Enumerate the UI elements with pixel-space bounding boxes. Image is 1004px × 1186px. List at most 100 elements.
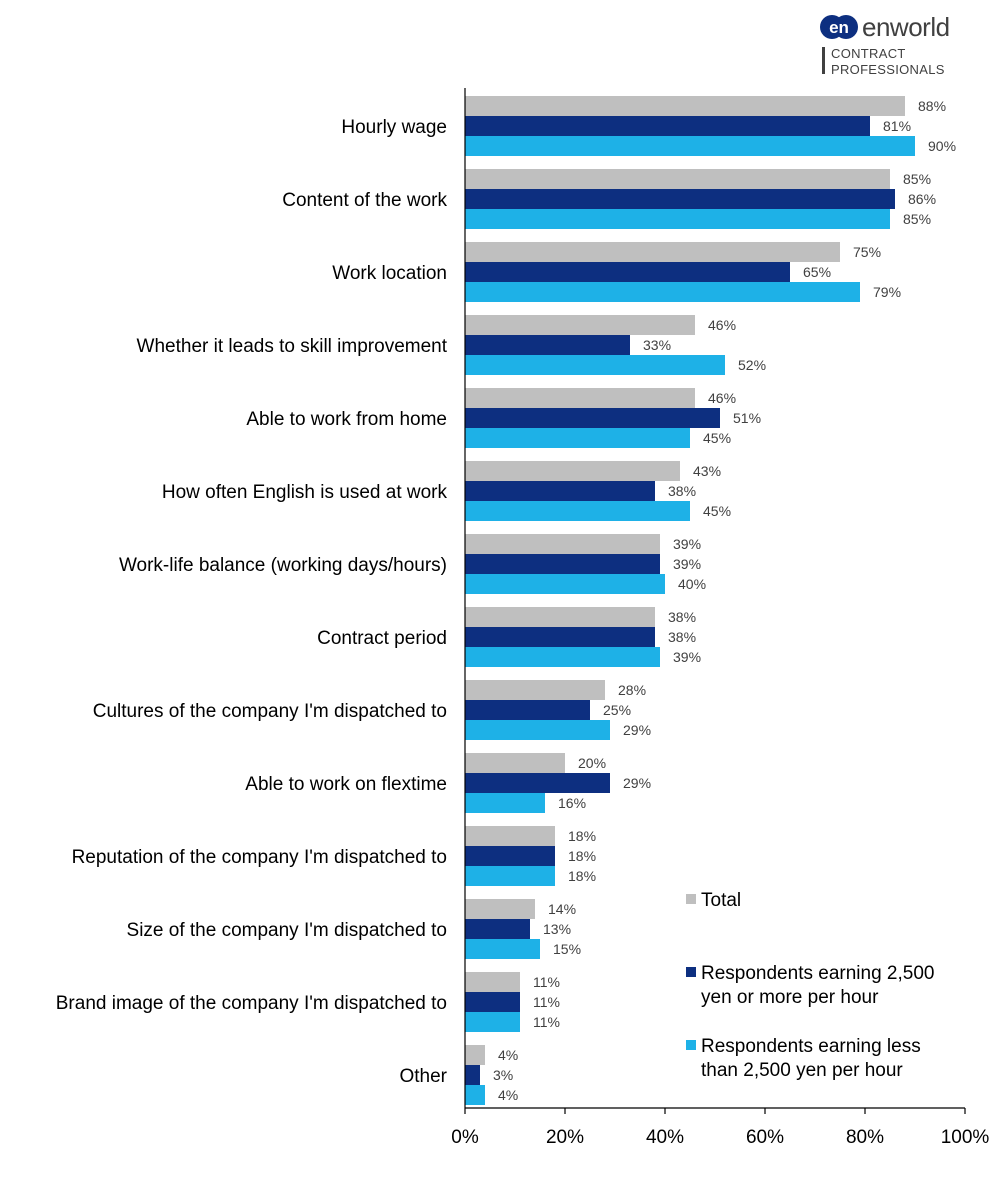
- bar: [465, 919, 530, 939]
- bars-group: [465, 96, 915, 1105]
- bar: [465, 461, 680, 481]
- data-label: 39%: [673, 556, 701, 572]
- bar: [465, 1012, 520, 1032]
- legend-label: Respondents earning less: [701, 1036, 921, 1057]
- data-label: 15%: [553, 941, 581, 957]
- value-labels-group: 88% 81% 90% 85% 86% 85% 75% 65% 79% 46% 33% 52% 46% 5…: [493, 98, 956, 1103]
- data-label: 86%: [908, 191, 936, 207]
- bar: [465, 315, 695, 335]
- data-label: 14%: [548, 901, 576, 917]
- category-label: Whether it leads to skill improvement: [137, 336, 448, 357]
- category-label: Other: [399, 1066, 447, 1087]
- legend-label: yen or more per hour: [701, 987, 879, 1008]
- data-label: 33%: [643, 337, 671, 353]
- bar: [465, 481, 655, 501]
- bar: [465, 992, 520, 1012]
- bar: [465, 209, 890, 229]
- bar: [465, 826, 555, 846]
- data-label: 29%: [623, 722, 651, 738]
- bar: [465, 262, 790, 282]
- logo-divider-bar: [822, 47, 825, 74]
- category-label: Work location: [332, 263, 447, 284]
- data-label: 16%: [558, 795, 586, 811]
- data-label: 40%: [678, 576, 706, 592]
- logo-sub-line1: CONTRACT: [831, 46, 906, 61]
- legend-label: than 2,500 yen per hour: [701, 1060, 903, 1081]
- axes-group: 0% 20% 40% 60% 80% 100%: [451, 88, 989, 1148]
- bar: [465, 1045, 485, 1065]
- bar: [465, 627, 655, 647]
- bar: [465, 242, 840, 262]
- legend-swatch: [686, 1040, 696, 1050]
- data-label: 11%: [533, 1014, 560, 1030]
- data-label: 85%: [903, 171, 931, 187]
- bar: [465, 793, 545, 813]
- bar: [465, 773, 610, 793]
- bar: [465, 136, 915, 156]
- legend-swatch: [686, 894, 696, 904]
- legend-label: Total: [701, 890, 741, 911]
- bar: [465, 899, 535, 919]
- x-tick-label: 20%: [546, 1127, 584, 1148]
- data-label: 46%: [708, 317, 736, 333]
- data-label: 85%: [903, 211, 931, 227]
- data-label: 65%: [803, 264, 831, 280]
- category-label: Cultures of the company I'm dispatched t…: [93, 701, 447, 722]
- x-tick-label: 60%: [746, 1127, 784, 1148]
- enworld-logo-graphic: en enworld CONTRACT PROFESSIONALS: [820, 12, 950, 77]
- logo-sub-line2: PROFESSIONALS: [831, 62, 945, 77]
- bar: [465, 501, 690, 521]
- data-label: 45%: [703, 503, 731, 519]
- bar: [465, 355, 725, 375]
- data-label: 39%: [673, 536, 701, 552]
- category-label: Work-life balance (working days/hours): [119, 555, 447, 576]
- bar: [465, 169, 890, 189]
- legend: Total Respondents earning 2,500 yen or mor…: [686, 890, 934, 1081]
- bar: [465, 700, 590, 720]
- data-label: 43%: [693, 463, 721, 479]
- data-label: 18%: [568, 828, 596, 844]
- data-label: 13%: [543, 921, 571, 937]
- data-label: 51%: [733, 410, 761, 426]
- category-label: Hourly wage: [341, 117, 447, 138]
- bar: [465, 335, 630, 355]
- bar: [465, 388, 695, 408]
- bar: [465, 96, 905, 116]
- data-label: 88%: [918, 98, 946, 114]
- category-label: How often English is used at work: [162, 482, 448, 503]
- bar: [465, 753, 565, 773]
- data-label: 38%: [668, 629, 696, 645]
- bar: [465, 607, 655, 627]
- data-label: 79%: [873, 284, 901, 300]
- x-tick-label: 100%: [941, 1127, 990, 1148]
- data-label: 52%: [738, 357, 766, 373]
- category-label: Able to work on flextime: [245, 774, 447, 795]
- data-label: 75%: [853, 244, 881, 260]
- category-label: Brand image of the company I'm dispatche…: [56, 993, 447, 1014]
- bar: [465, 116, 870, 136]
- bar: [465, 720, 610, 740]
- bar: [465, 1065, 480, 1085]
- data-label: 4%: [498, 1087, 518, 1103]
- bar: [465, 408, 720, 428]
- bar: [465, 1085, 485, 1105]
- bar: [465, 866, 555, 886]
- logo-badge-text: en: [829, 18, 849, 37]
- data-label: 18%: [568, 848, 596, 864]
- legend-swatch: [686, 967, 696, 977]
- bar: [465, 282, 860, 302]
- legend-label: Respondents earning 2,500: [701, 963, 934, 984]
- data-label: 11%: [533, 974, 560, 990]
- data-label: 29%: [623, 775, 651, 791]
- bar: [465, 534, 660, 554]
- x-tick-label: 80%: [846, 1127, 884, 1148]
- data-label: 25%: [603, 702, 631, 718]
- data-label: 90%: [928, 138, 956, 154]
- category-label: Able to work from home: [246, 409, 447, 430]
- bar: [465, 680, 605, 700]
- data-label: 38%: [668, 483, 696, 499]
- bar: [465, 554, 660, 574]
- data-label: 46%: [708, 390, 736, 406]
- data-label: 45%: [703, 430, 731, 446]
